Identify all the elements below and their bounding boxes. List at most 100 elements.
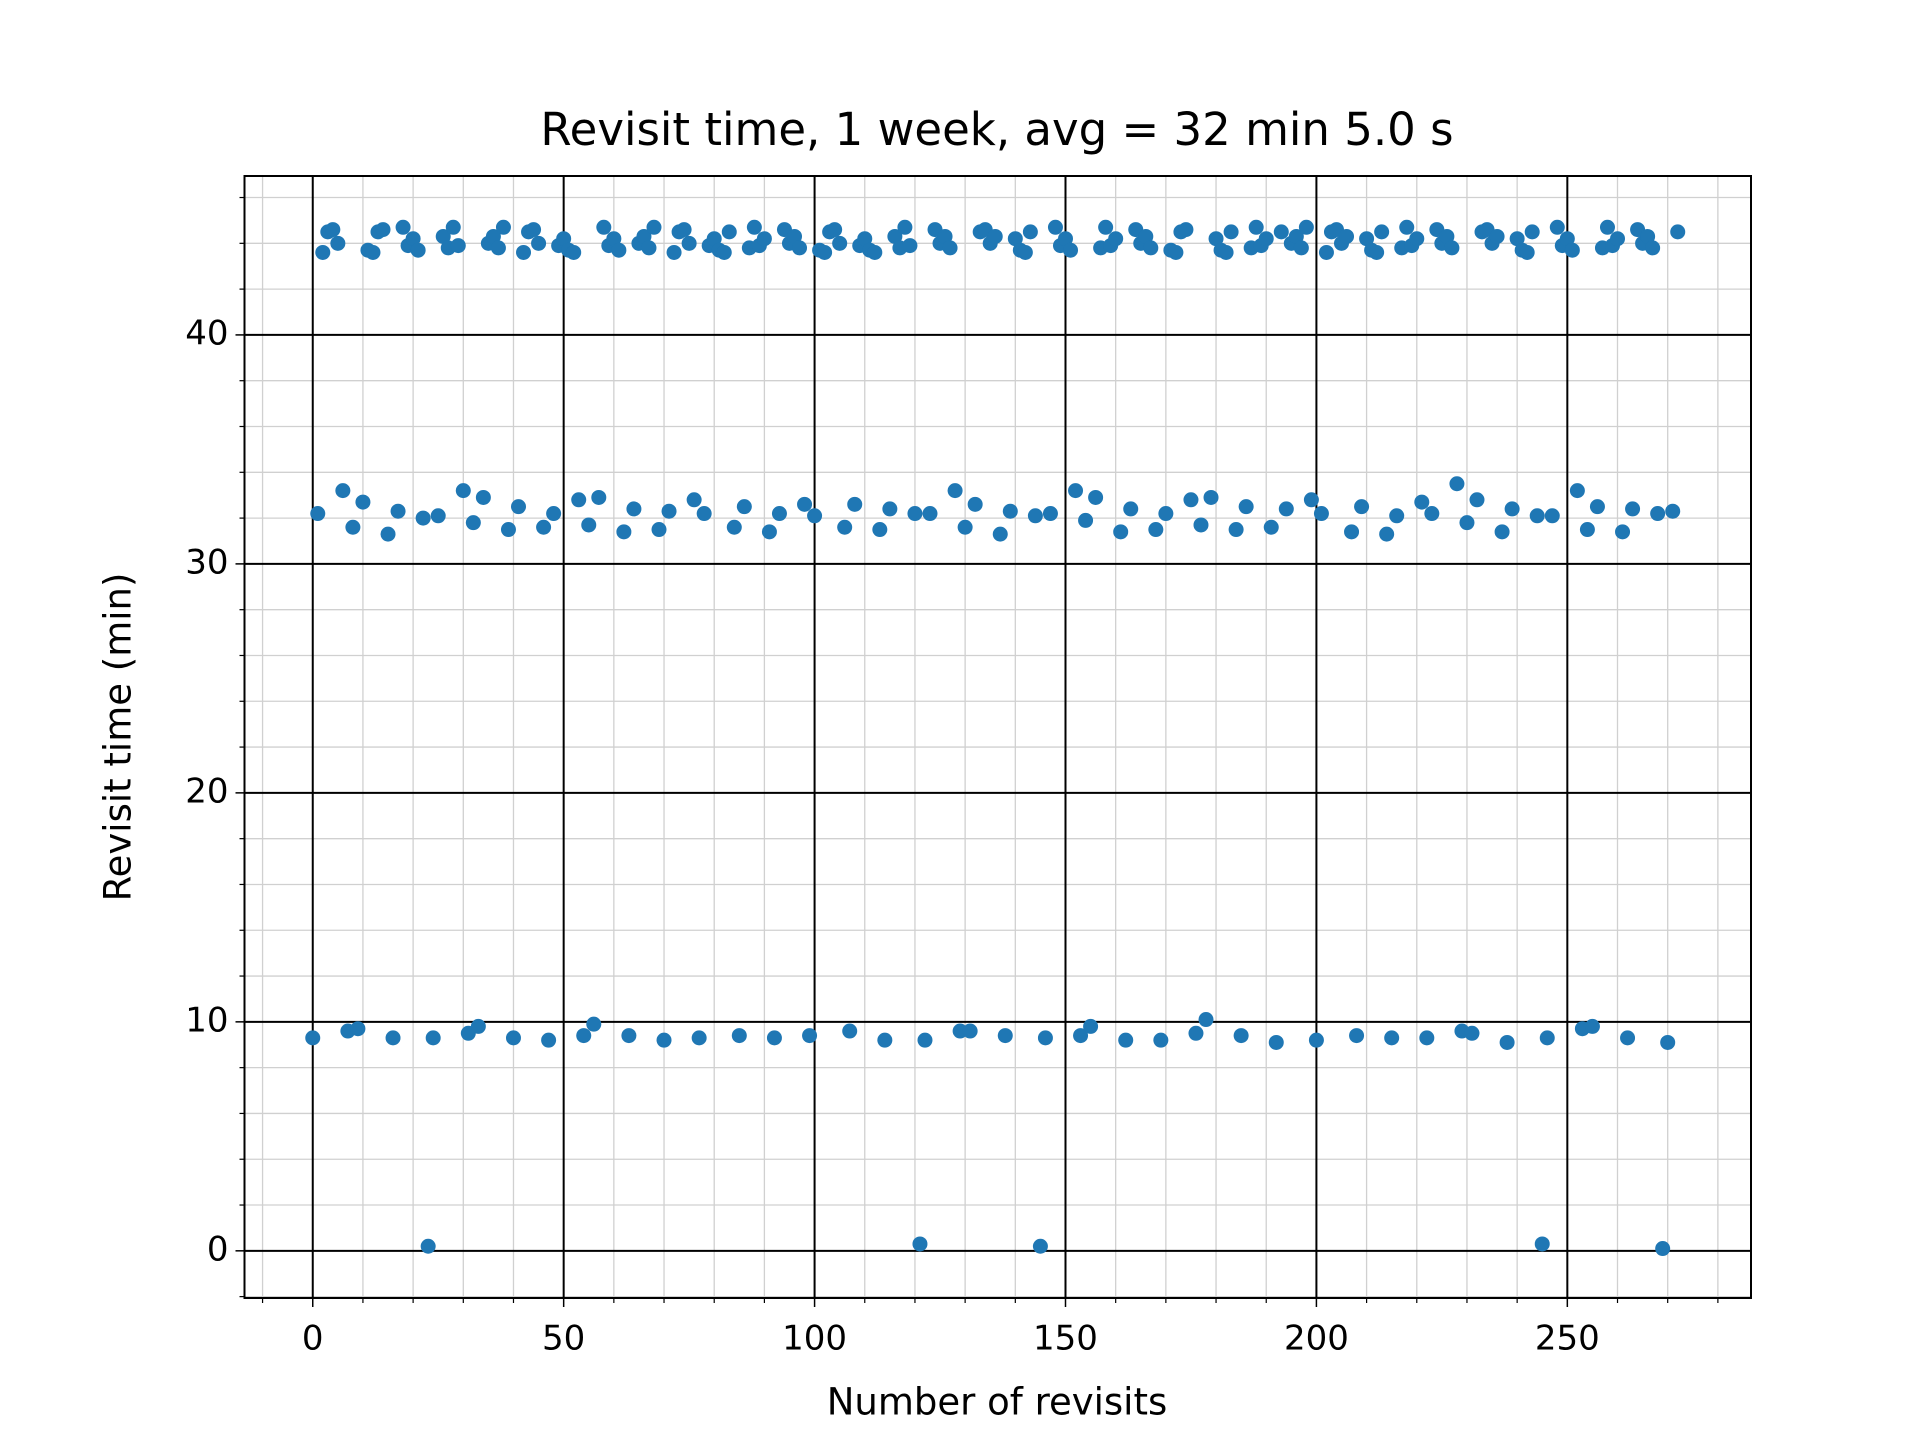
point — [420, 1238, 436, 1254]
point — [1007, 231, 1023, 247]
point — [1655, 1241, 1671, 1257]
point — [380, 526, 396, 542]
point — [646, 219, 662, 235]
point — [395, 219, 411, 235]
point — [591, 489, 607, 505]
point — [1529, 508, 1545, 524]
point — [1499, 1034, 1515, 1050]
point — [1439, 228, 1455, 244]
point — [1509, 231, 1525, 247]
point — [425, 1030, 441, 1046]
point — [526, 222, 542, 238]
point — [556, 231, 572, 247]
point — [1208, 231, 1224, 247]
point — [455, 483, 471, 499]
point — [596, 219, 612, 235]
point — [1539, 1030, 1555, 1046]
point — [817, 244, 833, 260]
point — [736, 499, 752, 515]
point — [310, 506, 326, 522]
point — [1193, 517, 1209, 533]
point — [766, 1030, 782, 1046]
point — [1534, 1236, 1550, 1252]
point — [1083, 1018, 1099, 1034]
point — [1524, 224, 1540, 240]
point — [576, 1028, 592, 1044]
x-tick-label: 150 — [1033, 1319, 1098, 1359]
point — [1298, 219, 1314, 235]
point — [325, 222, 341, 238]
point — [1549, 219, 1565, 235]
point — [696, 506, 712, 522]
point — [1153, 1032, 1169, 1048]
point — [330, 235, 346, 251]
point — [1339, 228, 1355, 244]
point — [726, 519, 742, 535]
point — [1645, 240, 1661, 256]
point — [1148, 522, 1164, 538]
point — [651, 522, 667, 538]
point — [1278, 501, 1294, 517]
point — [1650, 506, 1666, 522]
point — [536, 519, 552, 535]
point — [716, 244, 732, 260]
point — [571, 492, 587, 508]
y-tick-label: 20 — [185, 771, 228, 811]
point — [566, 244, 582, 260]
point — [1640, 228, 1656, 244]
point — [430, 508, 446, 524]
point — [1399, 219, 1415, 235]
x-axis-label: Number of revisits — [827, 1381, 1168, 1424]
point — [1218, 244, 1234, 260]
point — [1313, 506, 1329, 522]
point — [1273, 224, 1289, 240]
point — [1374, 224, 1390, 240]
point — [1544, 508, 1560, 524]
point — [1459, 515, 1475, 531]
point — [1625, 501, 1641, 517]
point — [857, 231, 873, 247]
point — [656, 1032, 672, 1048]
point — [847, 496, 863, 512]
point — [942, 240, 958, 256]
point — [902, 238, 918, 254]
point — [1569, 483, 1585, 499]
point — [731, 1028, 747, 1044]
point — [1178, 222, 1194, 238]
y-tick-label: 40 — [185, 313, 228, 353]
chart-title: Revisit time, 1 week, avg = 32 min 5.0 s — [540, 103, 1453, 156]
point — [1113, 524, 1129, 540]
point — [500, 522, 516, 538]
point — [1022, 224, 1038, 240]
point — [1057, 231, 1073, 247]
point — [546, 506, 562, 522]
point — [1238, 499, 1254, 515]
point — [410, 242, 426, 258]
point — [405, 231, 421, 247]
point — [435, 228, 451, 244]
point — [907, 506, 923, 522]
point — [1354, 499, 1370, 515]
point — [611, 242, 627, 258]
point — [937, 228, 953, 244]
point — [807, 508, 823, 524]
point — [897, 219, 913, 235]
point — [1143, 240, 1159, 256]
point — [1233, 1028, 1249, 1044]
point — [661, 503, 677, 519]
point — [706, 231, 722, 247]
point — [586, 1016, 602, 1032]
point — [882, 501, 898, 517]
point — [912, 1236, 928, 1252]
point — [490, 240, 506, 256]
point — [1293, 240, 1309, 256]
point — [1108, 231, 1124, 247]
point — [917, 1032, 933, 1048]
point — [350, 1021, 366, 1037]
point — [1660, 1034, 1676, 1050]
x-tick-label: 50 — [542, 1319, 585, 1359]
point — [1384, 1030, 1400, 1046]
point — [385, 1030, 401, 1046]
point — [1098, 219, 1114, 235]
